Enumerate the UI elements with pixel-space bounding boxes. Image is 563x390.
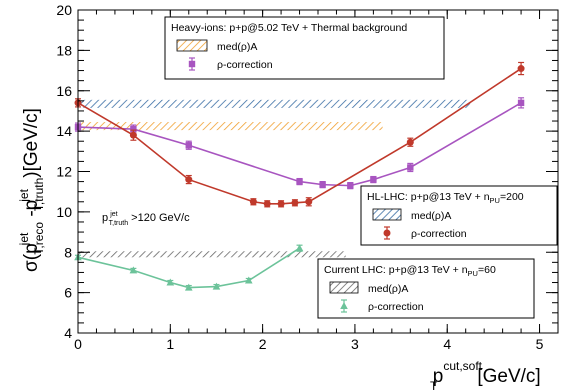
x-tick-label: 2 (259, 336, 267, 352)
legend-marker-hi (188, 60, 196, 68)
y-tick-label: 10 (56, 204, 72, 220)
y-tick-label: 18 (56, 42, 72, 58)
legend-cur: Current LHC: p+p@13 TeV + nPU=60 med(ρ)A ρ… (317, 258, 535, 319)
point-hl (129, 131, 137, 139)
point-cur (212, 282, 221, 290)
annotation-sup: jet (109, 211, 117, 218)
point-hl (291, 199, 299, 207)
point-hi (407, 164, 414, 171)
legend-header-cur: Current LHC: p+p@13 TeV + nPU=60 (324, 264, 496, 278)
x-tick-label: 5 (536, 336, 544, 352)
point-hi (347, 182, 354, 189)
band-cur (78, 251, 346, 258)
legend-band-swatch-hi (176, 39, 208, 52)
legend-hl: HL-LHC: p+p@13 TeV + nPU=200 med(ρ)A ρ-cor… (360, 185, 558, 246)
point-cur (184, 283, 193, 291)
cut-annotation: p jet T,truth >120 GeV/c (102, 207, 190, 228)
bands-layer (78, 99, 471, 258)
point-hl (406, 138, 414, 146)
legend-box-hi (164, 16, 445, 80)
point-hi (296, 178, 303, 185)
y-tick-label: 16 (56, 83, 72, 99)
point-hi (370, 176, 377, 183)
y-tick-label: 12 (56, 164, 72, 180)
x-tick-label: 3 (351, 336, 359, 352)
point-hi (185, 142, 192, 149)
x-tick-label: 4 (443, 336, 451, 352)
annotation-rest: >120 GeV/c (131, 212, 190, 224)
legend-hi: Heavy-ions: p+p@5.02 TeV + Thermal backg… (164, 16, 445, 80)
point-cur (295, 244, 304, 252)
point-hl (263, 200, 271, 208)
legend-marker-cur (340, 302, 348, 309)
y-axis-label: σ(pjetT,reco -pjetT,truth)[GeV/c] (17, 108, 46, 272)
legend-marker-label-hl: ρ-correction (411, 228, 467, 240)
legend-band-label-hl: med(ρ)A (411, 210, 451, 222)
y-tick-label: 20 (56, 2, 72, 18)
annotation-sub: T,truth (109, 220, 129, 227)
legends-layer: Heavy-ions: p+p@5.02 TeV + Thermal backg… (164, 16, 558, 319)
point-hl (185, 176, 193, 184)
x-axis-label: pcut,soft T [GeV/c] (430, 359, 541, 390)
legend-band-swatch-hl (372, 208, 402, 221)
point-hl (277, 200, 285, 208)
point-hi (319, 181, 326, 188)
legend-marker-label-hi: ρ-correction (217, 59, 273, 71)
point-hl (305, 198, 313, 206)
y-tick-label: 8 (64, 244, 72, 260)
legend-marker-hl (383, 229, 391, 237)
legend-header-hi: Heavy-ions: p+p@5.02 TeV + Thermal backg… (171, 22, 407, 34)
legend-band-label-cur: med(ρ)A (368, 283, 408, 295)
series-line-hl (77, 67, 522, 205)
y-tick-label: 4 (64, 325, 72, 341)
band-hi (78, 122, 383, 131)
point-cur (129, 266, 138, 274)
x-tick-label: 0 (74, 336, 82, 352)
point-hi (130, 125, 137, 133)
point-cur (244, 276, 253, 284)
y-tick-label: 6 (64, 285, 72, 301)
legend-band-swatch-cur (329, 281, 359, 294)
y-tick-label: 14 (56, 123, 72, 139)
legend-header-hl: HL-LHC: p+p@13 TeV + nPU=200 (367, 191, 524, 205)
legend-marker-label-cur: ρ-correction (368, 301, 424, 313)
series-cur (74, 244, 304, 291)
point-hl (517, 65, 525, 73)
series-hl (74, 61, 525, 208)
legend-band-label-hi: med(ρ)A (217, 41, 257, 53)
annotation-p: p (102, 212, 108, 224)
point-cur (166, 278, 175, 286)
band-hl (78, 99, 471, 108)
point-hi (517, 99, 525, 107)
x-tick-label: 1 (166, 336, 174, 352)
point-hl (249, 198, 257, 206)
